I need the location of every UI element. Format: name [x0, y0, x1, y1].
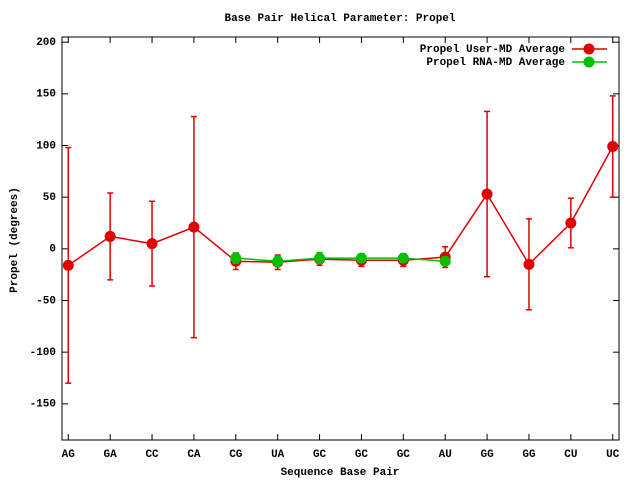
- point: [397, 252, 409, 264]
- y-tick-label: -100: [30, 347, 56, 359]
- y-tick-label: 150: [36, 89, 56, 101]
- legend-label: Propel User-MD Average: [420, 44, 566, 56]
- y-tick-label: -50: [36, 295, 56, 307]
- y-tick-label: 100: [36, 140, 56, 152]
- legend-marker: [583, 56, 595, 68]
- point: [146, 238, 158, 250]
- plot-frame: [61, 36, 620, 441]
- point: [523, 258, 535, 270]
- x-tick-label: CG: [229, 449, 243, 461]
- point: [230, 252, 242, 264]
- x-tick-label: GG: [480, 449, 494, 461]
- point: [188, 221, 200, 233]
- x-tick-label: CU: [564, 449, 577, 461]
- legend-marker: [583, 43, 595, 55]
- x-tick-label: CA: [187, 449, 201, 461]
- x-tick-label: GG: [522, 449, 536, 461]
- point: [314, 252, 326, 264]
- y-tick-label: 200: [36, 37, 56, 49]
- x-tick-label: CC: [145, 449, 159, 461]
- point: [272, 255, 284, 267]
- point: [104, 230, 116, 242]
- point: [355, 252, 367, 264]
- series-line: [235, 257, 446, 262]
- x-tick-label: GC: [397, 449, 411, 461]
- x-axis-label: Sequence Base Pair: [281, 467, 400, 479]
- y-axis-label: Propel (degrees): [9, 187, 21, 293]
- point: [481, 188, 493, 200]
- y-tick-label: -150: [30, 399, 56, 411]
- x-tick-label: UA: [271, 449, 285, 461]
- point: [62, 259, 74, 271]
- chart-title: Base Pair Helical Parameter: Propel: [224, 13, 455, 25]
- x-tick-label: GC: [313, 449, 327, 461]
- y-tick-label: 50: [43, 192, 56, 204]
- point: [565, 217, 577, 229]
- x-tick-label: UC: [606, 449, 620, 461]
- x-tick-label: AU: [439, 449, 452, 461]
- y-tick-label: 0: [49, 244, 56, 256]
- point: [439, 255, 451, 267]
- x-tick-label: GA: [104, 449, 118, 461]
- series-line: [67, 146, 614, 266]
- legend-label: Propel RNA-MD Average: [426, 57, 565, 69]
- point: [607, 141, 619, 153]
- x-tick-label: AG: [62, 449, 76, 461]
- x-tick-label: GC: [355, 449, 369, 461]
